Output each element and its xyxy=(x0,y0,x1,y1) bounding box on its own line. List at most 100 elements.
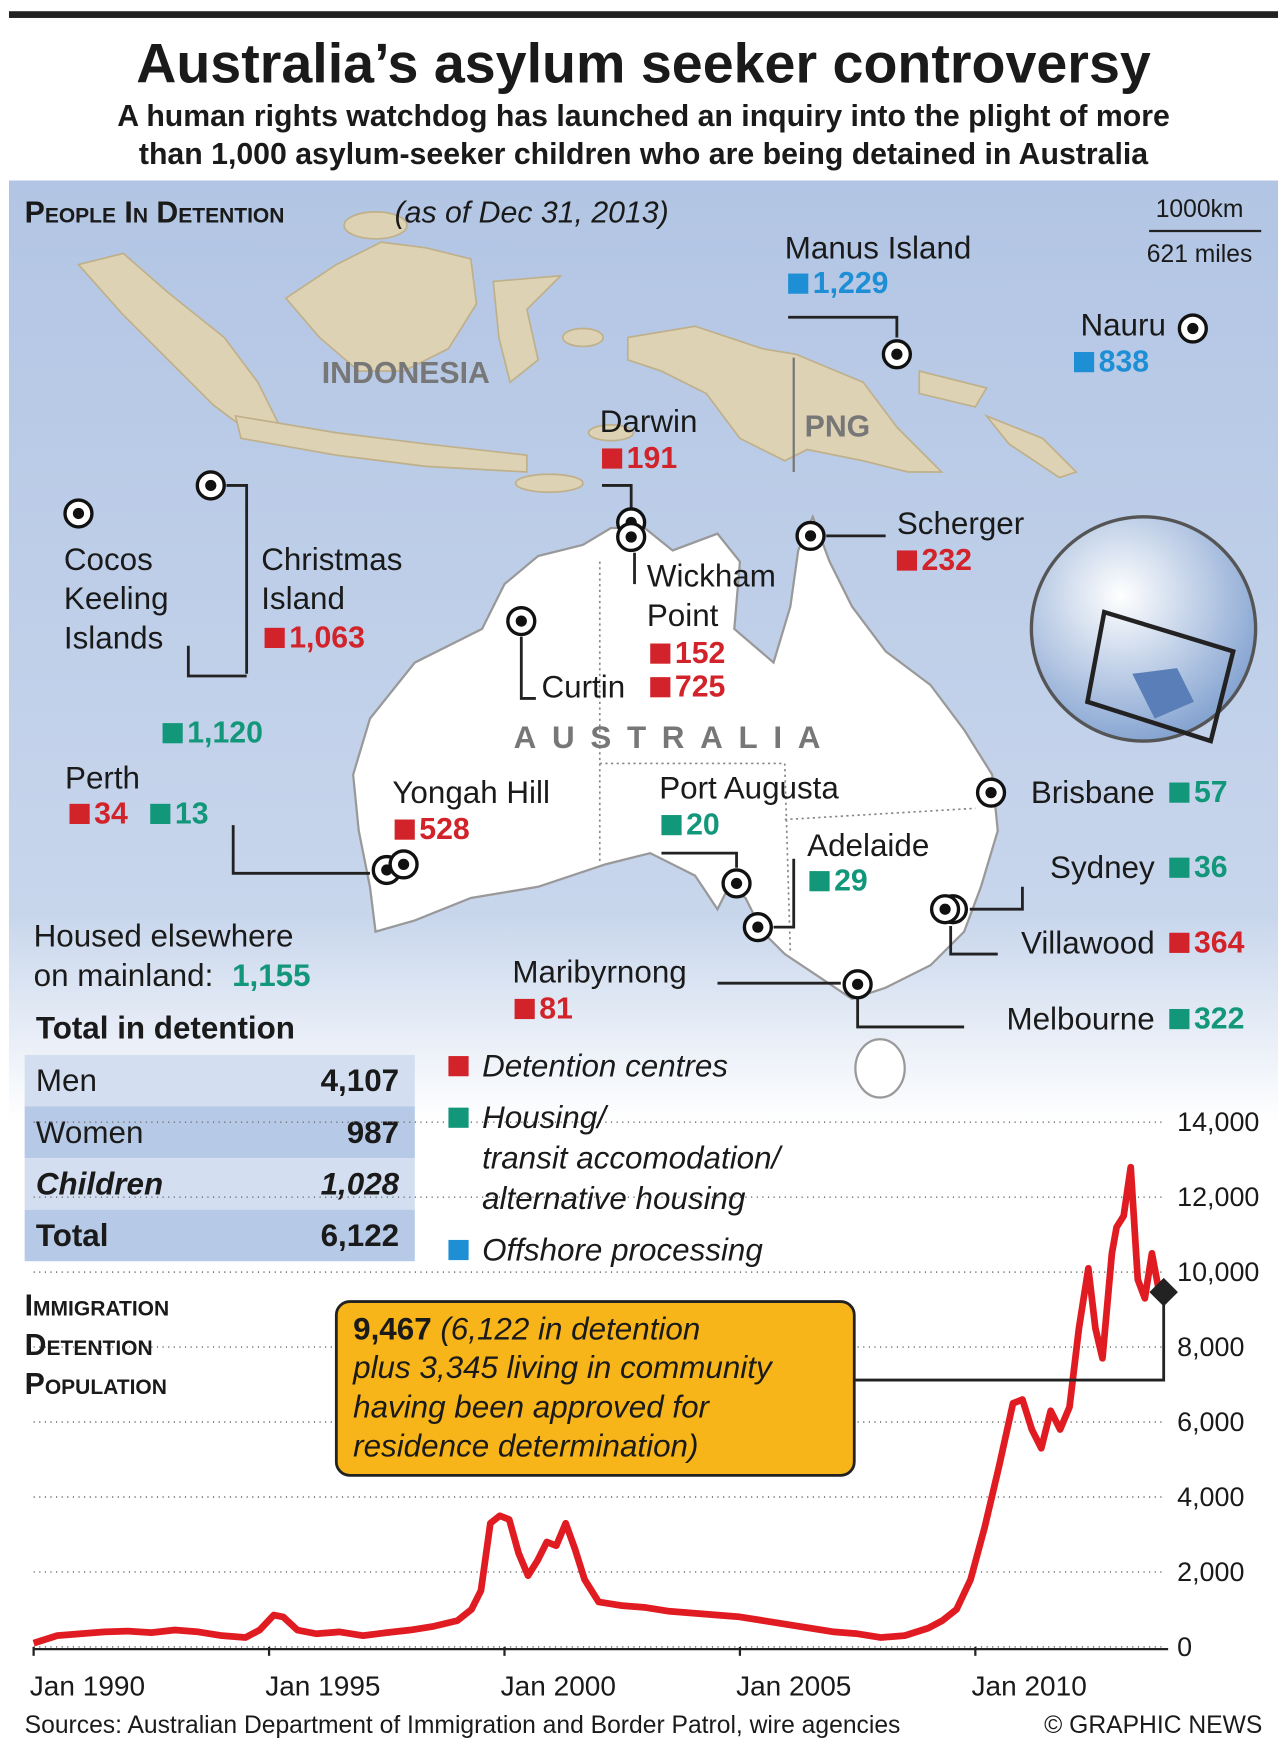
location-dot xyxy=(852,978,864,990)
count: 34 xyxy=(94,797,128,830)
count: 20 xyxy=(686,809,720,842)
count: 1,155 xyxy=(232,958,311,993)
globe xyxy=(1029,515,1258,744)
leader-line xyxy=(969,886,1024,911)
callout-box xyxy=(334,1300,856,1477)
key-square xyxy=(661,815,682,836)
location-name: Curtin xyxy=(541,670,625,705)
count: 364 xyxy=(1194,926,1245,959)
key-square xyxy=(514,998,535,1020)
leader-line xyxy=(788,315,899,338)
x-tick-label: Jan 2010 xyxy=(972,1671,1087,1702)
table-cell: 987 xyxy=(347,1115,399,1150)
location-name: Scherger xyxy=(897,506,1024,541)
location-name: Adelaide xyxy=(807,828,929,863)
count: 81 xyxy=(539,992,573,1025)
table-row xyxy=(24,1106,415,1159)
table-cell: 1,028 xyxy=(321,1166,400,1201)
location-name: Islands xyxy=(64,620,163,655)
table-row xyxy=(24,1209,415,1262)
key-square xyxy=(1169,1008,1190,1030)
table-cell: Children xyxy=(36,1166,163,1201)
table-cell: Women xyxy=(36,1115,144,1150)
count: 232 xyxy=(922,544,972,577)
location-name: Port Augusta xyxy=(659,771,839,806)
location-name: Manus Island xyxy=(785,230,972,265)
y-tick-label: 6,000 xyxy=(1177,1407,1244,1437)
y-tick-label: 8,000 xyxy=(1177,1332,1244,1362)
count: 57 xyxy=(1194,776,1228,809)
land-asia xyxy=(76,211,1078,494)
key-square xyxy=(650,643,671,664)
location-name: Nauru xyxy=(1080,308,1165,343)
state-borders xyxy=(598,561,976,955)
y-tick-label: 2,000 xyxy=(1177,1557,1244,1587)
scale-miles: 621 miles xyxy=(1147,241,1253,268)
elsewhere-text: Housed elsewhere xyxy=(34,919,294,954)
location-dot xyxy=(515,615,527,627)
key-square xyxy=(650,677,671,698)
location-name: Darwin xyxy=(600,404,698,439)
callout-note: residence determination) xyxy=(353,1429,698,1464)
key-square xyxy=(150,803,171,825)
location-dot xyxy=(205,479,217,492)
leader-line xyxy=(856,998,965,1029)
x-tick-label: Jan 2005 xyxy=(736,1671,851,1702)
data-line xyxy=(32,1163,1163,1647)
table-cell: Total xyxy=(36,1218,109,1253)
key-square xyxy=(264,627,285,648)
location-name: Villawood xyxy=(1021,925,1155,960)
x-tick-label: Jan 1995 xyxy=(265,1671,380,1702)
location-dot xyxy=(985,787,997,799)
count: 1,229 xyxy=(813,267,889,300)
leader-line xyxy=(231,825,370,875)
legend-text: Offshore processing xyxy=(482,1233,763,1268)
count: 29 xyxy=(834,865,868,898)
tasmania xyxy=(854,1038,906,1099)
callout-note: (6,122 in detention xyxy=(432,1311,701,1346)
x-tick-label: Jan 2000 xyxy=(501,1671,616,1702)
count: 322 xyxy=(1194,1003,1244,1036)
leader-line xyxy=(226,484,249,674)
annotation-marker xyxy=(1149,1277,1178,1307)
leader-line xyxy=(949,926,998,956)
y-tick-label: 10,000 xyxy=(1177,1257,1259,1287)
location-dot xyxy=(1187,322,1199,335)
leader-line xyxy=(661,851,738,868)
location-dot xyxy=(730,877,743,890)
legend-swatch xyxy=(448,1056,469,1077)
legend-text: transit accomodation/ xyxy=(482,1141,783,1176)
legend-swatch xyxy=(448,1107,469,1128)
location-dot xyxy=(625,531,637,543)
callout-note: having been approved for xyxy=(353,1389,710,1424)
elsewhere-text: on mainland: xyxy=(34,958,214,993)
location-name: Perth xyxy=(65,761,140,796)
x-tick-label: Jan 1990 xyxy=(30,1671,145,1702)
map-date: (as of Dec 31, 2013) xyxy=(395,197,669,230)
count: 838 xyxy=(1099,346,1149,379)
y-tick-label: 14,000 xyxy=(1177,1107,1259,1137)
legend-text: Housing/ xyxy=(482,1100,609,1135)
location-name: Christmas xyxy=(261,542,402,577)
location-name: Brisbane xyxy=(1031,775,1155,810)
location-name: Maribyrnong xyxy=(512,954,686,989)
key-square xyxy=(788,273,809,294)
y-tick-label: 4,000 xyxy=(1177,1482,1244,1512)
table-row xyxy=(24,1158,415,1210)
count: 528 xyxy=(419,813,469,846)
scale-km: 1000km xyxy=(1156,196,1244,223)
leader-line xyxy=(519,636,536,700)
sources: Sources: Australian Department of Immigr… xyxy=(25,1712,901,1739)
location-name: Island xyxy=(261,581,345,616)
location-name: Keeling xyxy=(64,581,169,616)
leader-line xyxy=(773,858,796,929)
location-dot xyxy=(72,507,85,520)
callout-line xyxy=(854,1292,1166,1382)
count: 152 xyxy=(675,637,725,670)
region-label: AUSTRALIA xyxy=(514,720,837,755)
count: 1,120 xyxy=(187,717,263,750)
table-cell: Men xyxy=(36,1063,97,1098)
location-name: Cocos xyxy=(64,542,153,577)
